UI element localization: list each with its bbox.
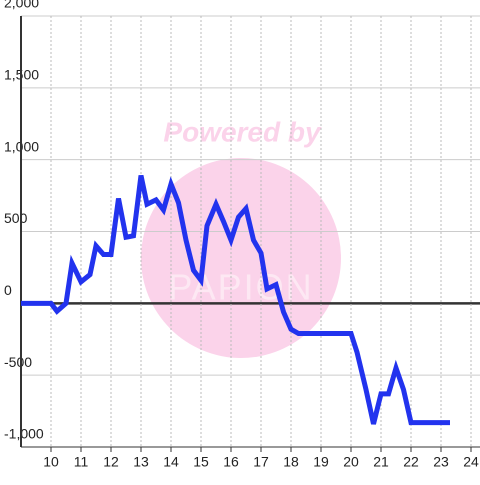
y-tick-label: 2,000	[4, 0, 39, 11]
line-series	[21, 174, 450, 426]
x-tick-label: 14	[163, 454, 179, 470]
x-tick-label: 13	[133, 454, 149, 470]
x-tick-label: 12	[103, 454, 119, 470]
watermark-text: Powered by	[163, 116, 322, 147]
x-tick-label: 20	[343, 454, 359, 470]
x-tick-label: 22	[403, 454, 419, 470]
x-tick-label: 15	[193, 454, 209, 470]
x-tick-label: 24	[463, 454, 479, 470]
y-tick-label: -500	[4, 354, 32, 370]
watermark-brand: PAPION	[168, 267, 313, 308]
x-tick-label: 23	[433, 454, 449, 470]
y-tick-label: -1,000	[4, 426, 44, 442]
y-tick-label: 0	[4, 282, 12, 298]
x-tick-label: 19	[313, 454, 329, 470]
x-tick-label: 16	[223, 454, 239, 470]
x-tick-label: 17	[253, 454, 269, 470]
x-tick-label: 10	[43, 454, 59, 470]
x-tick-label: 18	[283, 454, 299, 470]
x-tick-label: 21	[373, 454, 389, 470]
y-tick-label: 500	[4, 210, 28, 226]
x-tick-label: 11	[74, 454, 89, 470]
